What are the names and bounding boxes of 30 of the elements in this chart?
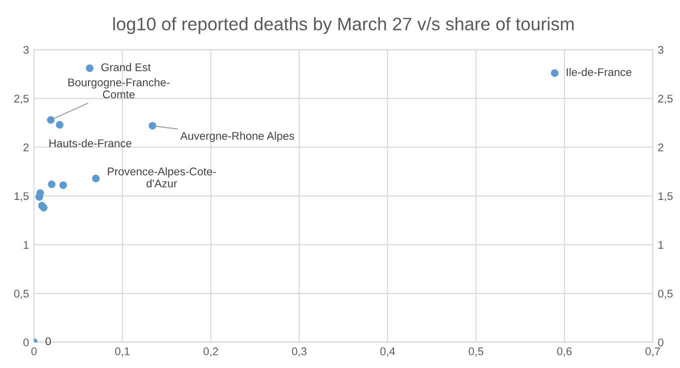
y-tick-label: 0 <box>23 338 29 346</box>
y2-tick-label: 0 <box>658 338 664 346</box>
y2-tick-label: 2,5 <box>658 94 673 104</box>
annotation: Ile-de-France <box>566 68 632 76</box>
y2-tick-label: 0,5 <box>658 290 673 299</box>
x-tick-label: 0,4 <box>380 347 395 357</box>
chart-title: log10 of reported deaths by March 27 v/s share of tourism <box>113 17 574 34</box>
annotation: Auvergne-Rhone Alpes <box>180 132 294 142</box>
y2-tick-label: 3 <box>658 46 664 54</box>
annotation: Provence-Alpes-Cote- d'Azur <box>108 167 216 188</box>
x-tick-label: 0,6 <box>557 347 572 357</box>
x-tick-label: 0,2 <box>204 347 218 357</box>
annotation: Hauts-de-France <box>49 139 132 148</box>
annotation: Bourgogne-Franche- Comte <box>68 78 170 98</box>
x-tick-label: 0,1 <box>115 347 130 357</box>
y-tick-label: 0,5 <box>14 290 29 299</box>
y-tick-label: 1 <box>24 241 29 249</box>
x-tick-label: 0 <box>31 347 37 356</box>
y2-tick-label: 2 <box>658 143 664 152</box>
y2-tick-label: 1,5 <box>658 192 673 202</box>
annotation: 0 <box>46 337 51 346</box>
x-tick-label: 0,3 <box>292 347 306 357</box>
y-tick-label: 2,5 <box>14 94 29 104</box>
x-tick-label: 0,7 <box>646 347 660 357</box>
annotation: Grand Est <box>101 63 151 72</box>
y-tick-label: 3 <box>23 46 29 54</box>
y-tick-label: 2 <box>24 143 29 152</box>
x-tick-label: 0,5 <box>468 347 484 357</box>
y-tick-label: 1,5 <box>14 192 29 202</box>
y2-tick-label: 1 <box>658 241 664 249</box>
